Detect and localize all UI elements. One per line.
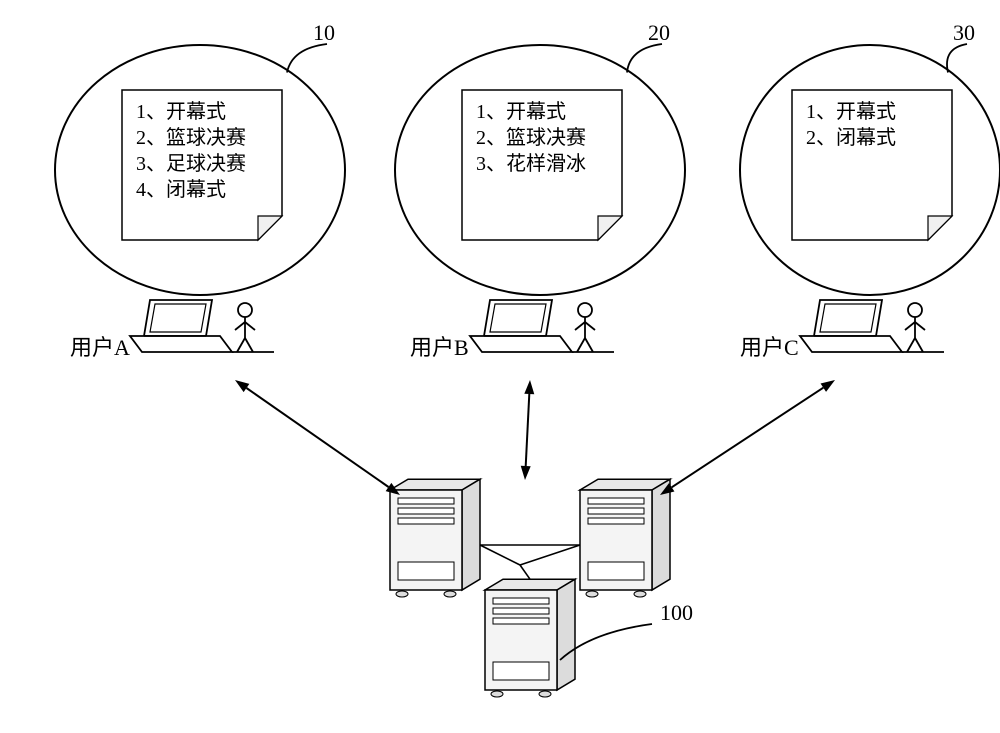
callout-number: 10 — [313, 20, 335, 45]
svg-text:2、篮球决赛: 2、篮球决赛 — [476, 126, 586, 149]
svg-text:3、花样滑冰: 3、花样滑冰 — [476, 152, 586, 175]
user-label: 用户A — [70, 335, 130, 360]
svg-text:1、开幕式: 1、开幕式 — [476, 100, 566, 123]
svg-text:2、闭幕式: 2、闭幕式 — [806, 126, 896, 149]
callout-number-servers: 100 — [660, 600, 693, 625]
callout-number: 30 — [953, 20, 975, 45]
svg-text:1、开幕式: 1、开幕式 — [806, 100, 896, 123]
svg-text:2、篮球决赛: 2、篮球决赛 — [136, 126, 246, 149]
svg-text:1、开幕式: 1、开幕式 — [136, 100, 226, 123]
svg-text:4、闭幕式: 4、闭幕式 — [136, 178, 226, 201]
user-label: 用户C — [740, 335, 799, 360]
user-label: 用户B — [410, 335, 469, 360]
svg-text:3、足球决赛: 3、足球决赛 — [136, 152, 246, 175]
callout-number: 20 — [648, 20, 670, 45]
